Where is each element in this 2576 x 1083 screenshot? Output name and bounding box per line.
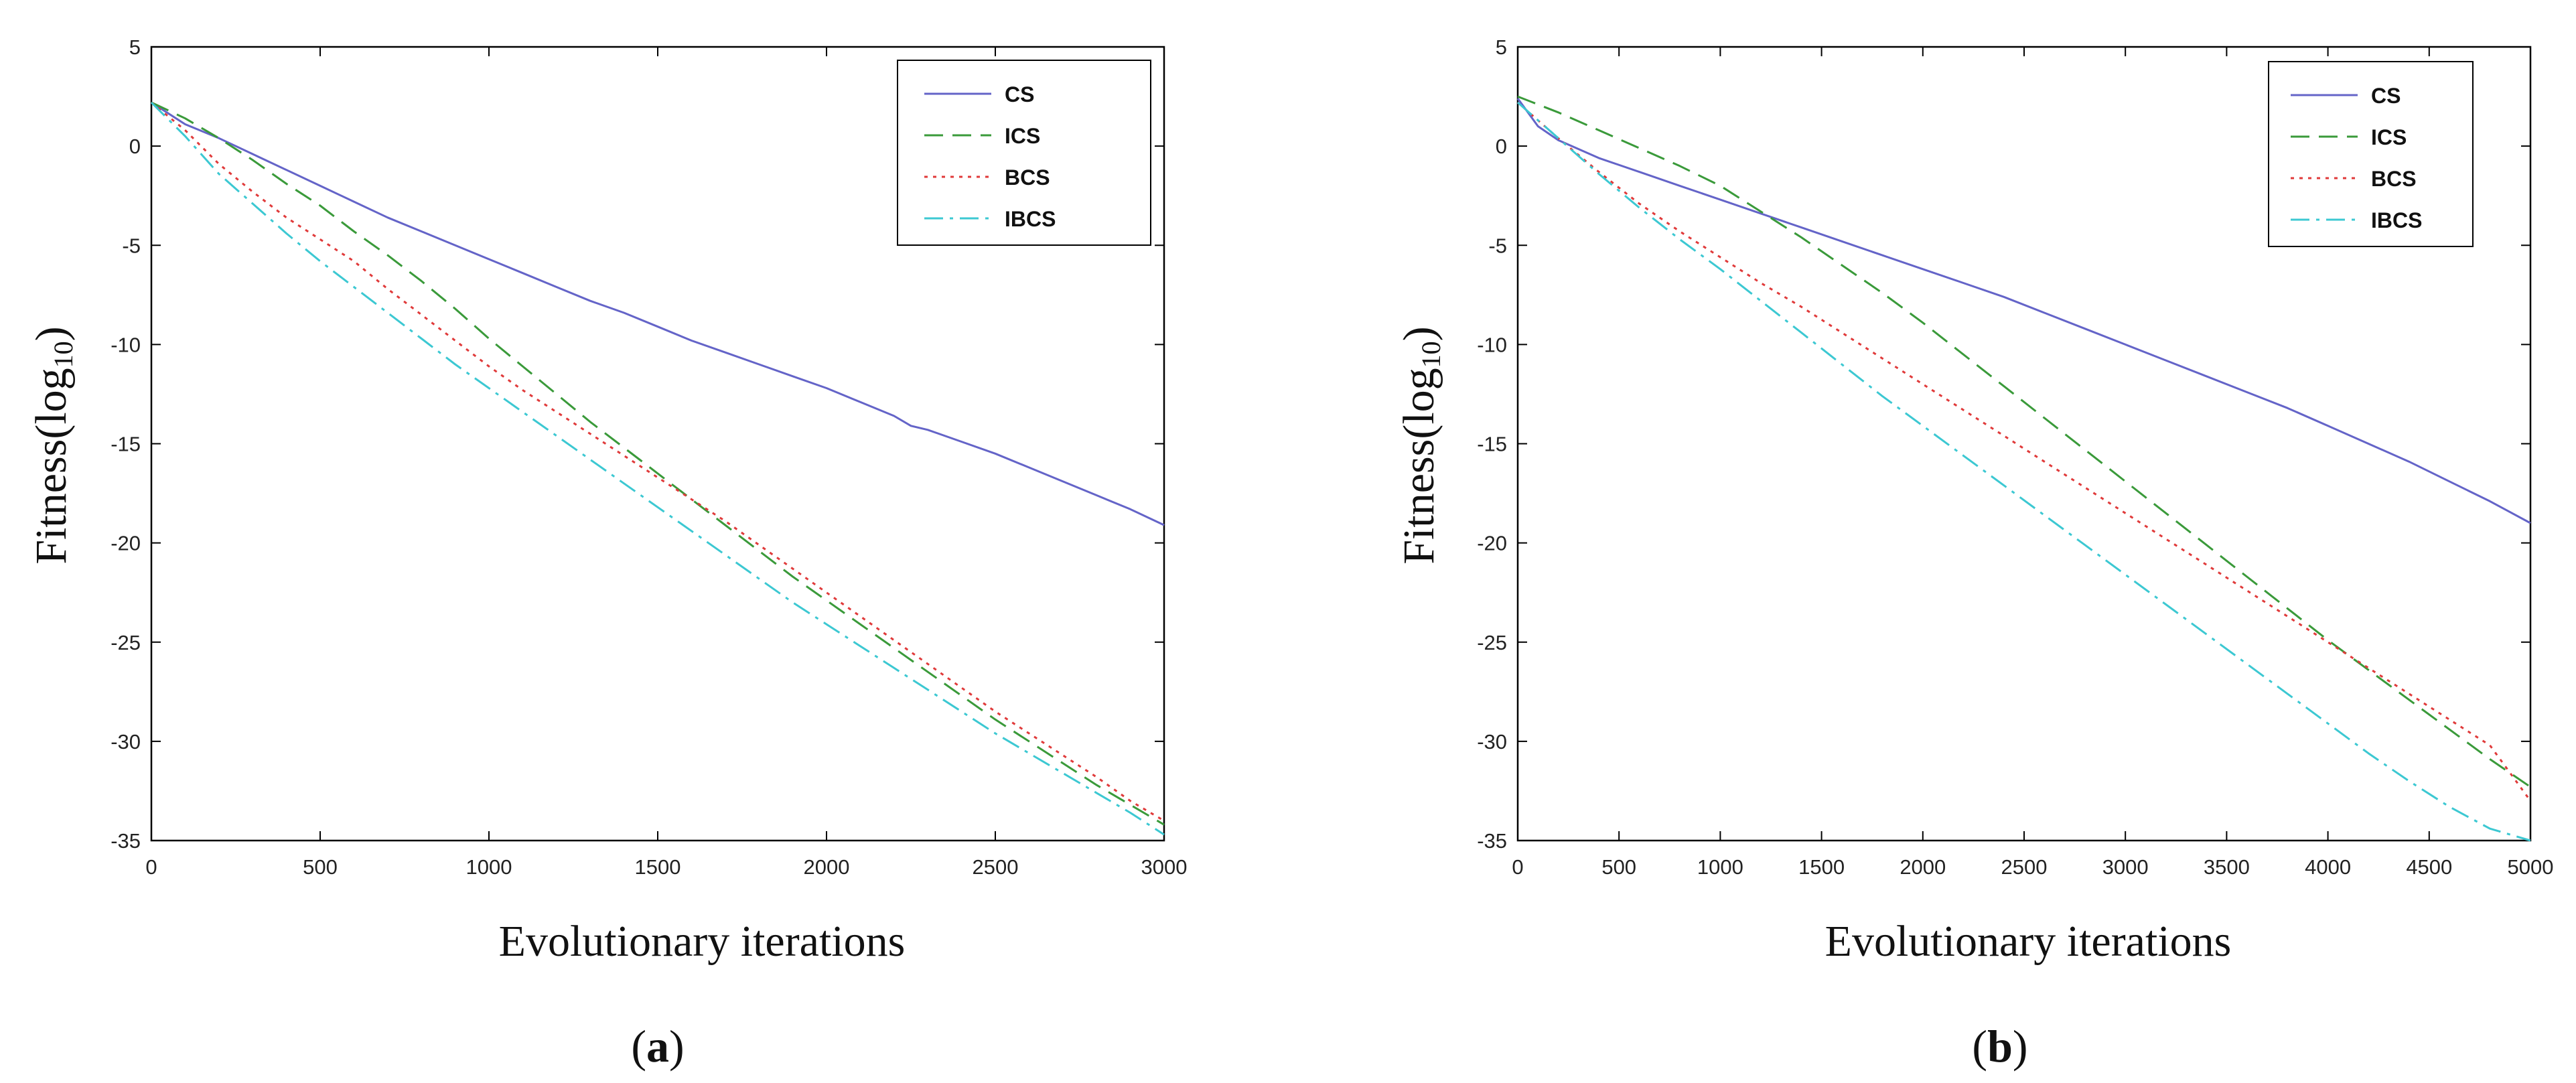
- y-tick-label-15-b: -15: [1477, 433, 1507, 456]
- x-tick-label-0-a: 0: [145, 855, 157, 879]
- panel-caption-b: (b): [1972, 1021, 2027, 1072]
- panel-caption-letter-a: a: [646, 1021, 669, 1072]
- chart-panel-b: 0 500 1000 1500 2000 2500 3000 3500 4000 4500 5000…: [1394, 35, 2553, 1072]
- legend-label-cs-b: CS: [2371, 84, 2401, 108]
- y-axis-label-a: Fitness(log10): [27, 326, 78, 564]
- series-line-bcs-a: [151, 101, 1165, 822]
- panel-caption-close-a: ): [669, 1021, 685, 1072]
- y-tick-label-35-a: -35: [111, 829, 141, 853]
- y-tick-label-25-a: -25: [111, 631, 141, 654]
- legend-label-ics-b: ICS: [2371, 125, 2407, 149]
- legend-label-ics-a: ICS: [1005, 124, 1040, 148]
- x-tick-label-1000-a: 1000: [466, 855, 512, 879]
- y-tick-label-5-b: -5: [1488, 234, 1507, 257]
- x-tick-label-500-a: 500: [303, 855, 338, 879]
- series-line-ics-a: [151, 101, 1165, 826]
- legend-label-cs-a: CS: [1005, 82, 1034, 106]
- legend-label-bcs-a: BCS: [1005, 165, 1050, 190]
- series-lines-b: [1516, 95, 2532, 842]
- x-tick-label-2500-b: 2500: [2001, 855, 2048, 879]
- x-tick-label-2000-b: 2000: [1900, 855, 1946, 879]
- series-lines-a: [150, 101, 1165, 836]
- x-ticks-b: 0 500 1000 1500 2000 2500 3000 3500 4000 4500 5000: [1512, 47, 2553, 879]
- legend-a: CS ICS BCS IBCS: [897, 60, 1151, 246]
- x-tick-label-1500-b: 1500: [1798, 855, 1845, 879]
- x-tick-label-1000-b: 1000: [1697, 855, 1743, 879]
- legend-box-b: [2268, 61, 2474, 247]
- y-tick-label-10-a: -10: [111, 333, 141, 356]
- x-tick-label-500-b: 500: [1601, 855, 1636, 879]
- series-line-cs-b: [1516, 98, 2531, 524]
- x-tick-label-3500-b: 3500: [2204, 855, 2250, 879]
- x-axis-label-a: Evolutionary iterations: [499, 917, 906, 966]
- y-tick-label-25-b: -25: [1477, 631, 1507, 654]
- y-axis-label-sub-b: 10: [1416, 341, 1446, 368]
- x-tick-label-4500-b: 4500: [2406, 855, 2452, 879]
- y-tick-label-5-a: 5: [129, 35, 141, 59]
- y-tick-label-5-a: -5: [122, 234, 141, 257]
- x-tick-label-3000-a: 3000: [1141, 855, 1188, 879]
- x-tick-label-5000-b: 5000: [2508, 855, 2554, 879]
- y-axis-label-main-b: Fitness(log: [1394, 368, 1443, 564]
- y-ticks-b: 5 0 -5 -10 -15 -20 -25 -30 -35: [1477, 35, 2530, 853]
- series-line-ibcs-b: [1517, 101, 2531, 842]
- panel-caption-close-b: ): [2013, 1021, 2028, 1072]
- x-tick-label-2500-a: 2500: [973, 855, 1019, 879]
- x-axis-label-b: Evolutionary iterations: [1825, 917, 2232, 966]
- x-tick-label-2000-a: 2000: [804, 855, 850, 879]
- y-tick-label-10-b: -10: [1477, 333, 1507, 356]
- chart-panel-a: 0 500 1000 1500 2000 2500 3000 5 0 -5 -10 -15 -20 -2…: [27, 35, 1187, 1072]
- y-axis-label-b: Fitness(log10): [1394, 326, 1446, 564]
- y-tick-label-0-b: 0: [1496, 135, 1507, 158]
- y-tick-label-30-a: -30: [111, 730, 141, 753]
- legend-b: CS ICS BCS IBCS: [2268, 61, 2474, 247]
- y-tick-label-20-b: -20: [1477, 532, 1507, 555]
- x-tick-label-0-b: 0: [1512, 855, 1523, 879]
- x-ticks-a: 0 500 1000 1500 2000 2500 3000: [145, 47, 1187, 879]
- legend-label-ibcs-a: IBCS: [1005, 207, 1056, 231]
- y-axis-label-sub-a: 10: [48, 341, 78, 368]
- y-tick-label-5-b: 5: [1496, 35, 1507, 59]
- x-tick-label-1500-a: 1500: [635, 855, 681, 879]
- y-tick-label-30-b: -30: [1477, 730, 1507, 753]
- x-tick-label-3000-b: 3000: [2102, 855, 2149, 879]
- y-axis-label-close-b: ): [1394, 326, 1443, 341]
- legend-label-bcs-b: BCS: [2371, 167, 2417, 191]
- legend-box-a: [897, 60, 1151, 246]
- y-tick-label-0-a: 0: [129, 135, 141, 158]
- series-line-ibcs-a: [150, 101, 1165, 836]
- y-axis-label-close-a: ): [27, 326, 76, 341]
- y-axis-label-main-a: Fitness(log: [27, 368, 76, 564]
- x-tick-label-4000-b: 4000: [2305, 855, 2351, 879]
- y-tick-label-15-a: -15: [111, 433, 141, 456]
- panel-caption-letter-b: b: [1987, 1021, 2013, 1072]
- series-line-ics-b: [1517, 95, 2531, 788]
- panel-caption-open-b: (: [1972, 1021, 1987, 1072]
- panel-caption-a: (a): [631, 1021, 684, 1072]
- y-ticks-a: 5 0 -5 -10 -15 -20 -25 -30 -35: [111, 35, 1164, 853]
- panel-caption-open-a: (: [631, 1021, 646, 1072]
- legend-label-ibcs-b: IBCS: [2371, 208, 2422, 232]
- y-tick-label-35-b: -35: [1477, 829, 1507, 853]
- series-line-cs-a: [151, 101, 1165, 526]
- y-tick-label-20-a: -20: [111, 532, 141, 555]
